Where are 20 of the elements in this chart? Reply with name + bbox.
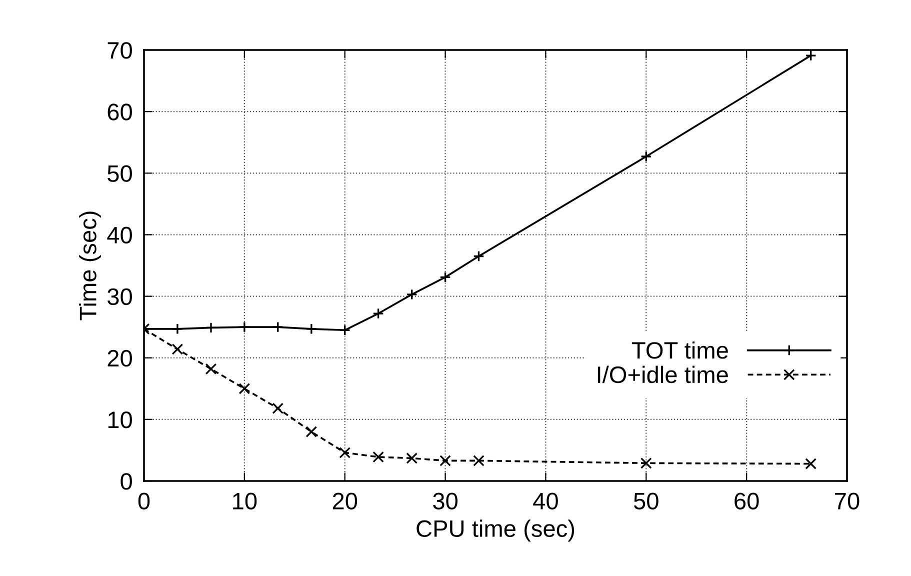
legend-label: TOT time (632, 341, 728, 359)
y-axis-title: Time (sec) (79, 212, 102, 320)
y-tick-label: 30 (108, 288, 132, 306)
x-tick-label: 70 (835, 492, 860, 510)
y-tick-label: 70 (108, 42, 132, 59)
y-tick-label: 20 (108, 350, 132, 367)
x-tick-label: 50 (634, 492, 658, 510)
x-tick-label: 40 (533, 492, 558, 510)
y-tick-label: 50 (108, 165, 132, 182)
x-tick-label: 0 (138, 492, 150, 510)
legend-label: I/O+idle time (598, 366, 728, 384)
x-axis-title: CPU time (sec) (416, 520, 574, 542)
y-tick-label: 10 (108, 411, 132, 428)
x-tick-label: 20 (332, 492, 358, 510)
x-tick-label: 10 (233, 492, 257, 510)
y-tick-label: 0 (120, 473, 132, 490)
y-tick-label: 40 (107, 226, 132, 244)
x-tick-label: 30 (433, 492, 458, 510)
y-tick-label: 60 (108, 104, 132, 120)
x-tick-label: 60 (734, 492, 759, 510)
